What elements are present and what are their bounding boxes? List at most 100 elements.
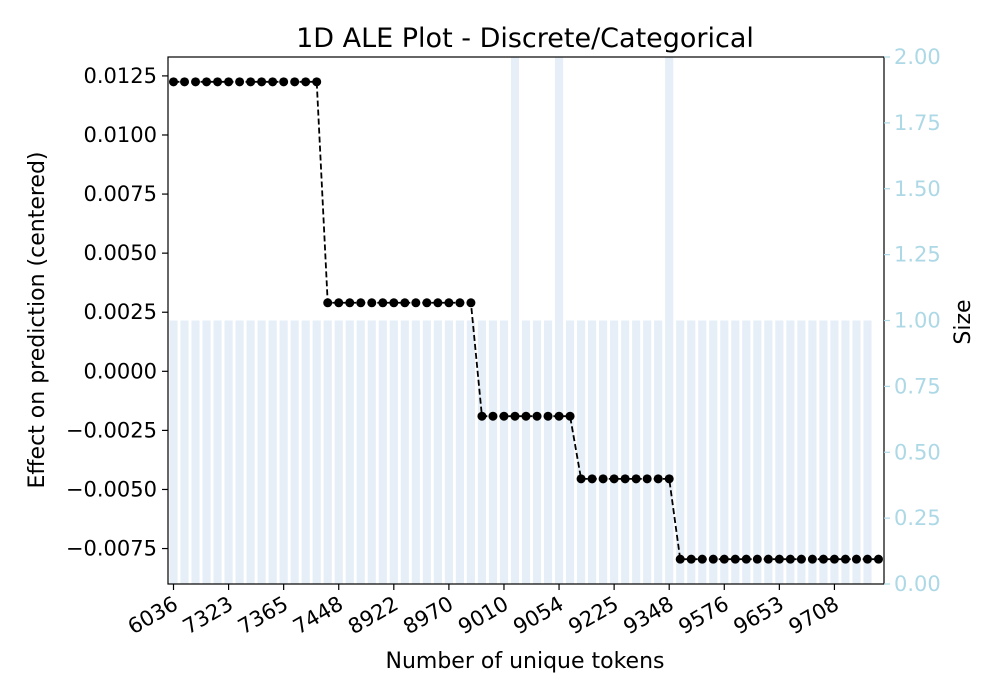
x-axis-label: Number of unique tokens [386, 649, 665, 674]
size-bar [499, 320, 509, 584]
size-bar [312, 320, 321, 584]
effect-point [620, 474, 630, 484]
effect-point [334, 298, 344, 308]
size-bar [213, 320, 222, 584]
size-bar [169, 320, 178, 584]
size-bar [830, 320, 839, 584]
size-bar [235, 320, 244, 584]
effect-point [213, 77, 223, 87]
size-bar [444, 320, 453, 584]
effect-point [708, 554, 718, 564]
effect-point [675, 554, 685, 564]
size-bar [621, 320, 630, 584]
size-bar [279, 320, 288, 584]
y-tick-label: 0.0100 [84, 123, 157, 147]
size-bar [720, 320, 729, 584]
y2-tick-label: 1.00 [894, 309, 941, 333]
y-tick-label: 0.0050 [84, 241, 157, 265]
effect-point [862, 554, 872, 564]
effect-point [488, 411, 498, 421]
size-bar [191, 320, 200, 584]
effect-point [763, 554, 773, 564]
size-bar [797, 320, 806, 584]
effect-point [499, 411, 509, 421]
effect-point [873, 554, 883, 564]
effect-point [389, 298, 399, 308]
effect-point [642, 474, 652, 484]
effect-point [257, 77, 267, 87]
size-bar [323, 320, 332, 584]
effect-point [235, 77, 245, 87]
size-bar [367, 320, 376, 584]
x-tick-label: 7323 [179, 592, 237, 640]
effect-point [818, 554, 828, 564]
effect-point [433, 298, 443, 308]
y-axis-label: Effect on prediction (centered) [25, 151, 50, 488]
size-bar [665, 57, 674, 584]
size-bar [389, 320, 398, 584]
effect-point [290, 77, 300, 87]
size-bar [521, 320, 531, 584]
size-bar [543, 320, 553, 584]
effect-point [543, 411, 553, 421]
x-axis: 6036732373657448892289709010905492259348… [124, 584, 843, 639]
size-bar [698, 320, 707, 584]
effect-point [730, 554, 740, 564]
size-bar [588, 320, 597, 584]
effect-point [268, 77, 278, 87]
effect-point [631, 474, 641, 484]
x-tick-label: 9348 [619, 592, 677, 640]
effect-point [653, 474, 663, 484]
x-tick-label: 9225 [564, 592, 622, 640]
size-bar [808, 320, 817, 584]
y2-tick-label: 0.25 [894, 506, 941, 530]
x-tick-label: 9653 [730, 592, 788, 640]
effect-point [796, 554, 806, 564]
x-tick-label: 7448 [289, 592, 347, 640]
size-bar [334, 320, 343, 584]
effect-point [719, 554, 729, 564]
y2-tick-label: 2.00 [894, 45, 941, 69]
size-bar [610, 320, 619, 584]
size-bar [731, 320, 740, 584]
effect-point [455, 298, 465, 308]
effect-point [444, 298, 454, 308]
effect-point [356, 298, 366, 308]
size-bar [455, 320, 464, 584]
size-bar [632, 320, 641, 584]
effect-point [477, 411, 487, 421]
x-tick-label: 9010 [454, 592, 512, 640]
effect-point [191, 77, 201, 87]
size-bar [532, 320, 542, 584]
size-bar [477, 320, 487, 584]
effect-point [345, 298, 355, 308]
right-axis: 0.00 0.25 0.50 0.75 1.00 1.25 1.50 1.75 2.00 [884, 45, 941, 596]
y2-tick-label: 0.00 [894, 572, 941, 596]
effect-point [521, 411, 531, 421]
effect-point [246, 77, 256, 87]
effect-point [510, 411, 520, 421]
size-bar [819, 320, 828, 584]
size-bar [268, 320, 277, 584]
size-bar [654, 320, 663, 584]
effect-points [169, 77, 883, 564]
size-bar [378, 320, 387, 584]
effect-point [224, 77, 234, 87]
size-bar [257, 320, 266, 584]
size-bar [433, 320, 442, 584]
effect-point [422, 298, 432, 308]
size-bar [488, 320, 498, 584]
size-bar [863, 320, 872, 584]
size-bar [246, 320, 255, 584]
size-bar [786, 320, 795, 584]
y2-tick-label: 0.75 [894, 374, 941, 398]
effect-point [532, 411, 542, 421]
size-bar [422, 320, 431, 584]
y-tick-label: −0.0050 [66, 477, 157, 501]
effect-point [752, 554, 762, 564]
size-bar [356, 320, 365, 584]
x-tick-label: 7365 [234, 592, 292, 640]
effect-point [323, 298, 333, 308]
effect-point [279, 77, 289, 87]
